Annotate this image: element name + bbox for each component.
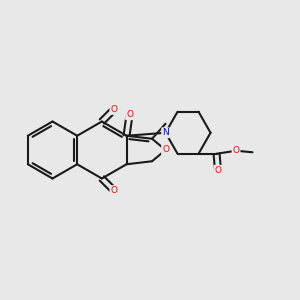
Text: O: O bbox=[162, 146, 169, 154]
Text: O: O bbox=[232, 146, 239, 155]
Text: O: O bbox=[110, 186, 117, 195]
Text: N: N bbox=[162, 128, 169, 137]
Text: O: O bbox=[214, 166, 221, 175]
Text: O: O bbox=[126, 110, 133, 119]
Text: O: O bbox=[110, 105, 117, 114]
